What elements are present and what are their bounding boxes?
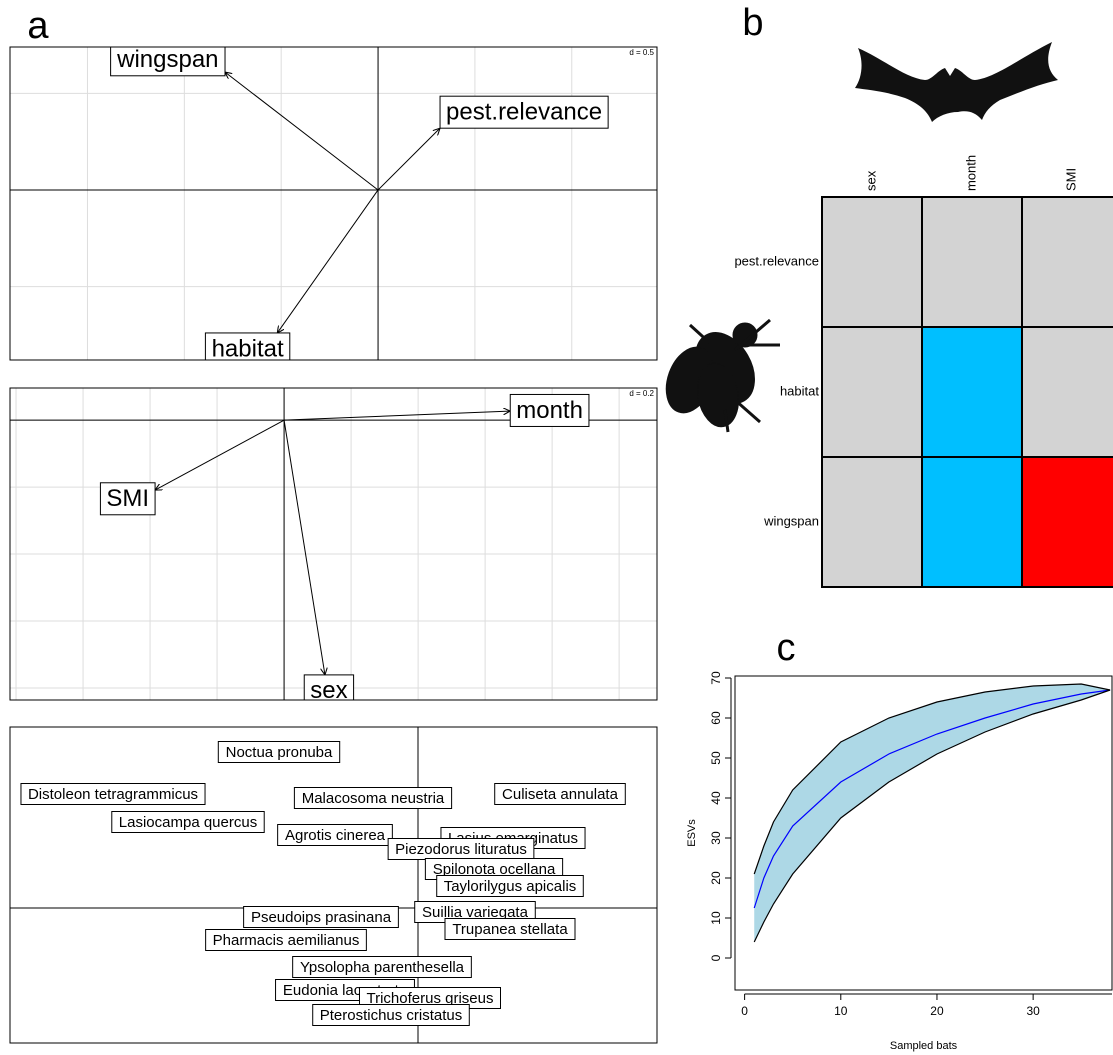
- heatmap-cell: [822, 197, 922, 327]
- heatmap-cell: [922, 197, 1022, 327]
- arrow: [284, 420, 325, 675]
- arrow-label: SMI: [106, 485, 149, 512]
- arrow: [277, 190, 378, 333]
- arrow-label: month: [516, 397, 583, 424]
- y-tick-label: 70: [709, 671, 723, 685]
- arrow: [225, 72, 378, 190]
- x-tick-label: 0: [741, 1004, 748, 1018]
- row-label: habitat: [780, 383, 819, 398]
- bat-silhouette: [855, 42, 1058, 122]
- species-label: Distoleon tetragrammicus: [28, 786, 198, 803]
- y-tick-label: 0: [709, 954, 723, 961]
- species-label: Trupanea stellata: [452, 921, 568, 938]
- species-label: Taylorilygus apicalis: [444, 878, 577, 895]
- species-label: Ypsolopha parenthesella: [300, 959, 465, 976]
- fly-silhouette: [658, 320, 780, 432]
- panel-letter: a: [27, 5, 49, 47]
- arrow-label: pest.relevance: [446, 99, 602, 126]
- x-tick-label: 30: [1026, 1004, 1040, 1018]
- arrow-label: habitat: [212, 335, 284, 362]
- heatmap-cell: [922, 457, 1022, 587]
- plot-area: monthSMIsex: [10, 388, 657, 707]
- column-label: sex: [863, 170, 878, 191]
- y-tick-label: 40: [709, 791, 723, 805]
- x-axis-title: Sampled bats: [890, 1040, 958, 1052]
- panel-letter: b: [742, 2, 763, 44]
- x-tick-label: 20: [930, 1004, 944, 1018]
- y-tick-label: 50: [709, 751, 723, 765]
- heatmap-cell: [1022, 457, 1113, 587]
- plot-area: Noctua pronuba Distoleon tetragrammicus Ma…: [10, 727, 657, 1043]
- arrow-label: wingspan: [116, 46, 218, 73]
- heatmap-cell: [822, 327, 922, 457]
- species-label: Agrotis cinerea: [285, 827, 386, 844]
- arrow: [284, 411, 510, 420]
- y-tick-label: 60: [709, 711, 723, 725]
- plot-area: wingspan pest.relevance habitat: [10, 44, 657, 365]
- heatmap-cell: [1022, 327, 1113, 457]
- y-tick-label: 30: [709, 831, 723, 845]
- species-label: Malacosoma neustria: [302, 790, 445, 807]
- y-tick-label: 10: [709, 911, 723, 925]
- heatmap-cell: [1022, 197, 1113, 327]
- column-label: month: [963, 155, 978, 191]
- row-label: pest.relevance: [734, 253, 819, 268]
- species-label: Culiseta annulata: [502, 786, 619, 803]
- arrow: [378, 128, 440, 190]
- species-label: Pharmacis aemilianus: [213, 932, 360, 949]
- species-label: Noctua pronuba: [226, 744, 333, 761]
- x-tick-label: 10: [834, 1004, 848, 1018]
- grid-step-label: d = 0.5: [629, 48, 654, 57]
- heatmap-cell: [922, 327, 1022, 457]
- frame: [10, 47, 657, 360]
- y-axis-title: ESVs: [686, 819, 698, 847]
- arrow: [155, 420, 284, 490]
- frame: [10, 388, 657, 700]
- species-label: Lasiocampa quercus: [119, 814, 257, 831]
- species-label: Pseudoips prasinana: [251, 909, 392, 926]
- column-label: SMI: [1063, 168, 1078, 191]
- figure: wingspan pest.relevance habitat d = 0.5 a mon…: [0, 0, 1113, 1055]
- panel-letter: c: [777, 627, 796, 669]
- y-tick-label: 20: [709, 871, 723, 885]
- heatmap-cell: [822, 457, 922, 587]
- row-label: wingspan: [763, 513, 819, 528]
- species-label: Piezodorus lituratus: [395, 841, 527, 858]
- page: wingspan pest.relevance habitat d = 0.5 a mon…: [0, 0, 1113, 1055]
- grid-step-label: d = 0.2: [629, 389, 654, 398]
- species-label: Pterostichus cristatus: [320, 1007, 463, 1024]
